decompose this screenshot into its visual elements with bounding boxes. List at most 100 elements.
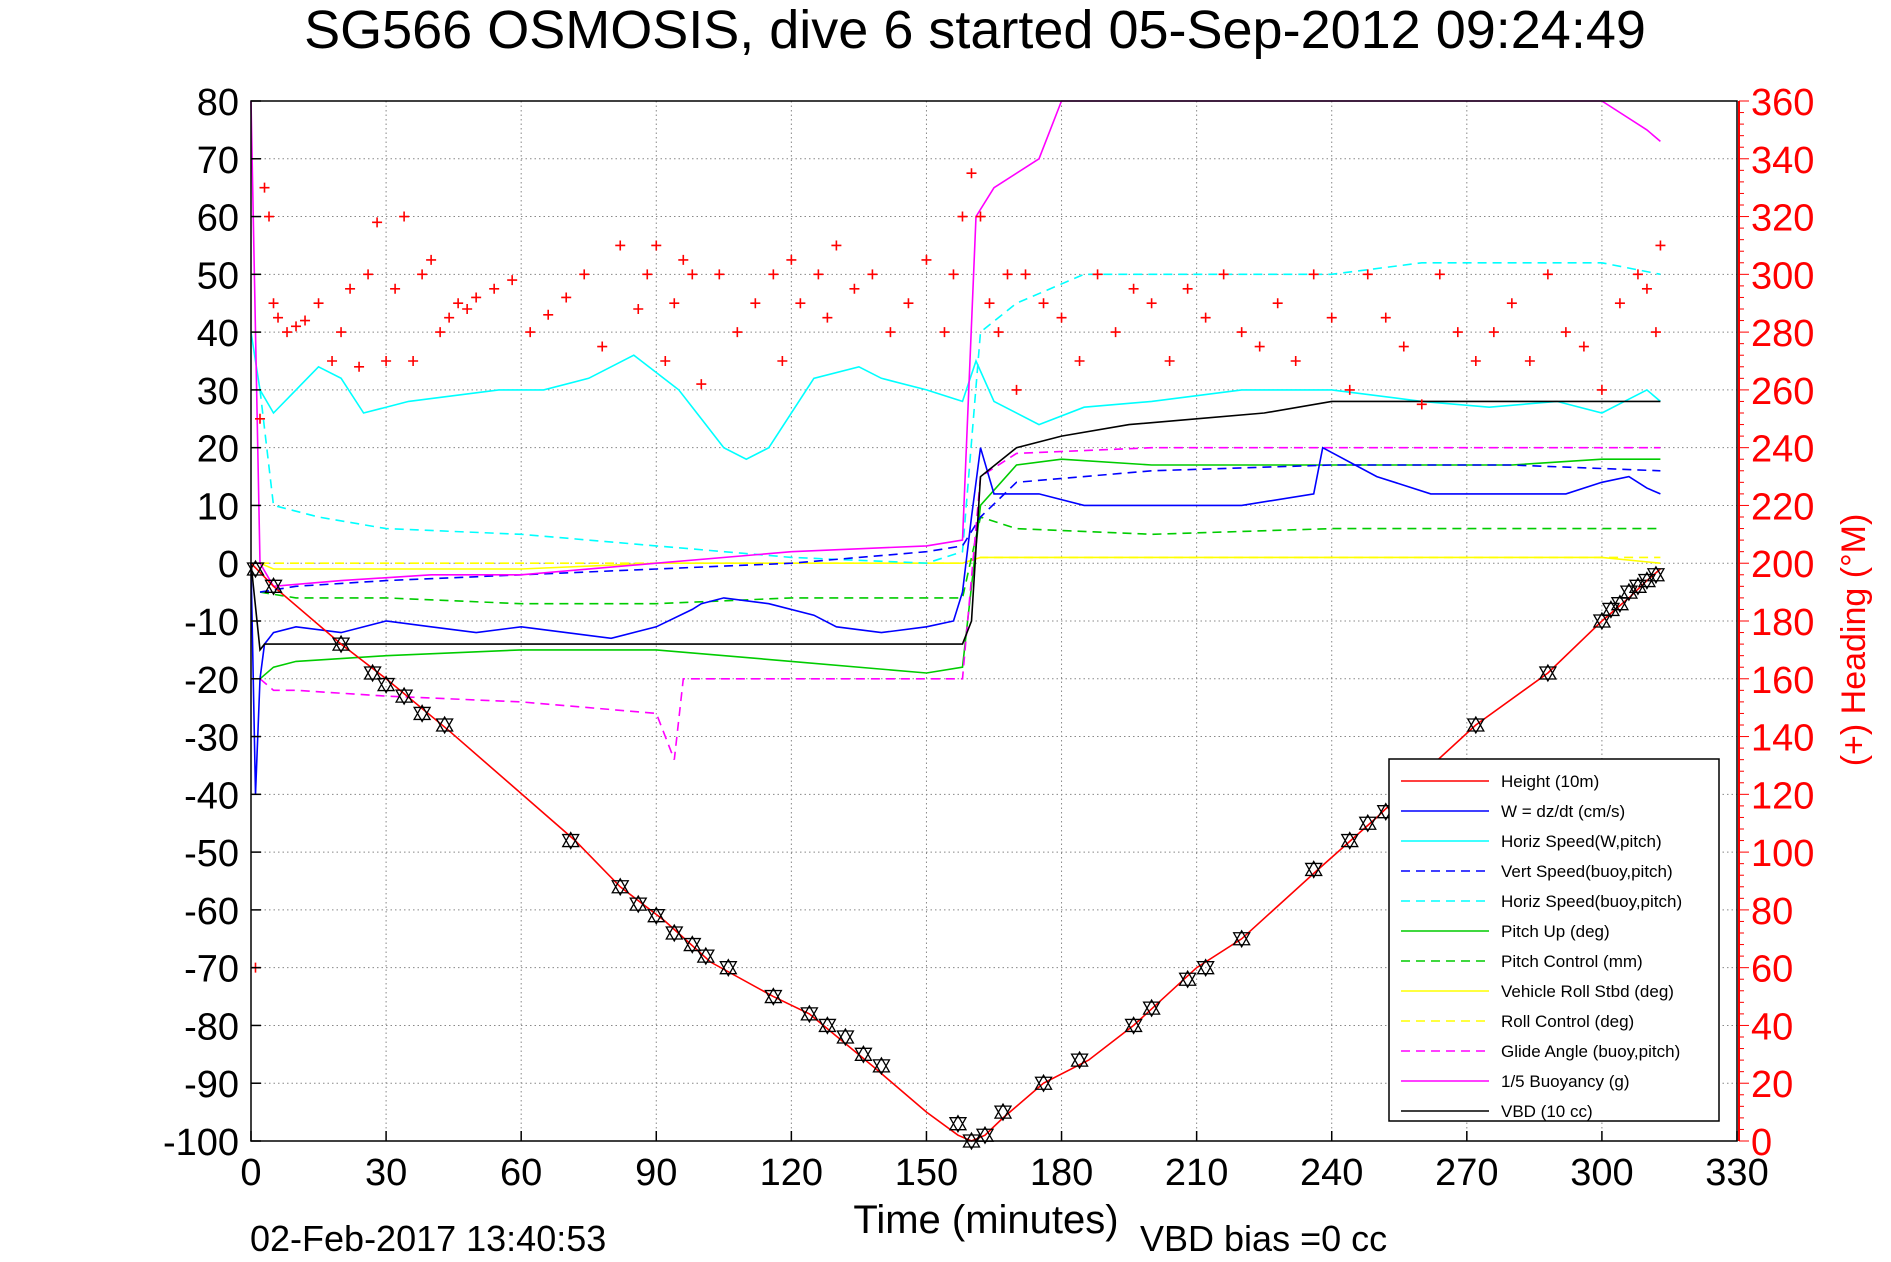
heading-point <box>327 356 338 366</box>
y-tick-label: -90 <box>184 1064 239 1106</box>
heading-point <box>1416 399 1427 410</box>
y-axis-ticks: -100-90-80-70-60-50-40-30-20-10010203040… <box>163 82 261 1164</box>
heading-point <box>1056 312 1067 323</box>
heading-point <box>984 298 995 309</box>
y-tick-label: -30 <box>184 718 239 760</box>
heading-point <box>687 269 698 280</box>
heading-point <box>867 269 878 280</box>
heading-point <box>363 269 374 280</box>
chart-title: SG566 OSMOSIS, dive 6 started 05-Sep-201… <box>304 0 1646 60</box>
heading-point <box>1650 327 1661 338</box>
y-tick-label: 50 <box>197 255 239 297</box>
x-tick-label: 150 <box>895 1152 958 1194</box>
right-tick-label: 80 <box>1751 891 1793 933</box>
heading-point <box>957 211 968 222</box>
legend-entry: Pitch Up (deg) <box>1501 922 1610 941</box>
heading-point <box>1632 269 1643 280</box>
heading-point <box>795 298 806 309</box>
heading-point <box>786 254 797 265</box>
heading-point <box>453 298 464 309</box>
right-tick-label: 180 <box>1751 602 1814 644</box>
series-line <box>259 261 1661 565</box>
depth-marker <box>764 987 783 1006</box>
depth-marker <box>1466 715 1485 735</box>
right-tick-label: 120 <box>1751 775 1814 817</box>
heading-point <box>345 283 356 294</box>
heading-point <box>768 269 779 280</box>
depth-marker <box>1124 1016 1143 1035</box>
legend-entry: Roll Control (deg) <box>1501 1012 1634 1031</box>
depth-marker <box>993 1102 1013 1122</box>
depth-marker <box>872 1056 891 1076</box>
heading-point <box>268 298 279 309</box>
heading-point <box>1452 327 1463 338</box>
depth-marker <box>948 1114 968 1133</box>
depth-marker <box>1610 594 1630 613</box>
depth-marker <box>800 1004 819 1024</box>
heading-point <box>336 327 347 338</box>
depth-marker <box>1637 571 1657 590</box>
heading-point <box>975 211 986 222</box>
heading-point <box>1218 269 1229 280</box>
x-tick-label: 0 <box>240 1152 261 1194</box>
x-tick-label: 60 <box>500 1152 542 1194</box>
heading-point <box>471 292 482 303</box>
heading-point <box>1326 312 1337 323</box>
heading-point <box>615 240 626 251</box>
heading-point <box>408 356 419 366</box>
heading-point <box>1164 356 1175 366</box>
y-tick-label: -40 <box>184 775 239 817</box>
heading-point <box>282 327 293 338</box>
right-y-axis-label: (+) Heading (°M) <box>1835 514 1873 767</box>
heading-point <box>948 269 959 280</box>
heading-point <box>1182 283 1193 294</box>
heading-point <box>1011 384 1022 395</box>
heading-point <box>597 341 608 352</box>
depth-marker <box>696 946 715 966</box>
right-tick-label: 160 <box>1751 660 1814 702</box>
depth-marker <box>1619 582 1639 602</box>
legend-entry: Horiz Speed(buoy,pitch) <box>1501 892 1682 911</box>
heading-point <box>561 292 572 303</box>
depth-marker <box>264 577 283 596</box>
x-tick-label: 240 <box>1300 1152 1363 1194</box>
heading-point <box>579 269 590 280</box>
heading-point <box>255 413 266 424</box>
x-tick-label: 180 <box>1030 1152 1093 1194</box>
depth-marker <box>1232 929 1251 949</box>
y-tick-label: -100 <box>163 1122 239 1164</box>
legend-entry: Glide Angle (buoy,pitch) <box>1501 1042 1680 1061</box>
heading-point <box>660 356 671 366</box>
heading-point <box>399 211 410 222</box>
y-tick-label: 10 <box>197 486 239 528</box>
depth-marker <box>818 1016 837 1035</box>
series-line <box>260 556 1661 565</box>
heading-point <box>1020 269 1031 280</box>
heading-point <box>1110 327 1121 338</box>
heading-point <box>1488 327 1499 338</box>
right-tick-label: 280 <box>1751 313 1814 355</box>
heading-point <box>822 312 833 323</box>
heading-point <box>273 312 284 323</box>
legend-entry: Horiz Speed(W,pitch) <box>1501 832 1662 851</box>
heading-point <box>633 304 644 314</box>
series-line <box>250 400 1661 652</box>
heading-point <box>1596 384 1607 395</box>
depth-marker <box>1628 577 1648 596</box>
x-axis-label: Time (minutes) <box>853 1198 1118 1242</box>
heading-point <box>1038 298 1049 309</box>
heading-point <box>1470 356 1481 366</box>
series-line <box>259 458 1661 680</box>
depth-marker <box>1646 565 1666 585</box>
heading-point <box>291 321 302 332</box>
heading-point <box>813 269 824 280</box>
footer-vbd-bias: VBD bias =0 cc <box>1140 1218 1387 1259</box>
y-tick-label: -80 <box>184 1006 239 1048</box>
legend: Height (10m) W = dz/dt (cm/s) Horiz Speed(… <box>1388 758 1720 1122</box>
right-tick-label: 320 <box>1751 198 1814 240</box>
depth-marker <box>1304 860 1323 879</box>
heading-point <box>507 275 518 286</box>
heading-point <box>1641 283 1652 294</box>
legend-entry: Pitch Control (mm) <box>1501 952 1643 971</box>
